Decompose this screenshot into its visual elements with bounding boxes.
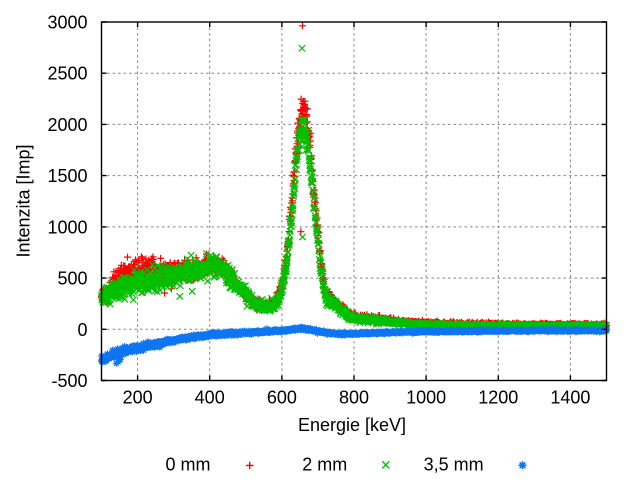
svg-text:0: 0 bbox=[77, 320, 87, 340]
svg-text:Energie [keV]: Energie [keV] bbox=[298, 415, 406, 435]
svg-text:1000: 1000 bbox=[406, 388, 446, 408]
svg-text:400: 400 bbox=[195, 388, 225, 408]
svg-text:2500: 2500 bbox=[47, 64, 87, 84]
svg-text:3000: 3000 bbox=[47, 13, 87, 33]
svg-text:-500: -500 bbox=[51, 371, 87, 391]
svg-text:800: 800 bbox=[339, 388, 369, 408]
svg-text:600: 600 bbox=[267, 388, 297, 408]
svg-text:1000: 1000 bbox=[47, 217, 87, 237]
svg-text:Intenzita [Imp]: Intenzita [Imp] bbox=[14, 144, 34, 257]
svg-text:500: 500 bbox=[57, 269, 87, 289]
svg-text:0 mm: 0 mm bbox=[166, 455, 211, 475]
svg-text:1400: 1400 bbox=[550, 388, 590, 408]
svg-text:2000: 2000 bbox=[47, 115, 87, 135]
svg-text:3,5 mm: 3,5 mm bbox=[424, 455, 484, 475]
svg-text:2 mm: 2 mm bbox=[302, 455, 347, 475]
svg-text:200: 200 bbox=[123, 388, 153, 408]
svg-text:1500: 1500 bbox=[47, 166, 87, 186]
svg-text:1200: 1200 bbox=[478, 388, 518, 408]
